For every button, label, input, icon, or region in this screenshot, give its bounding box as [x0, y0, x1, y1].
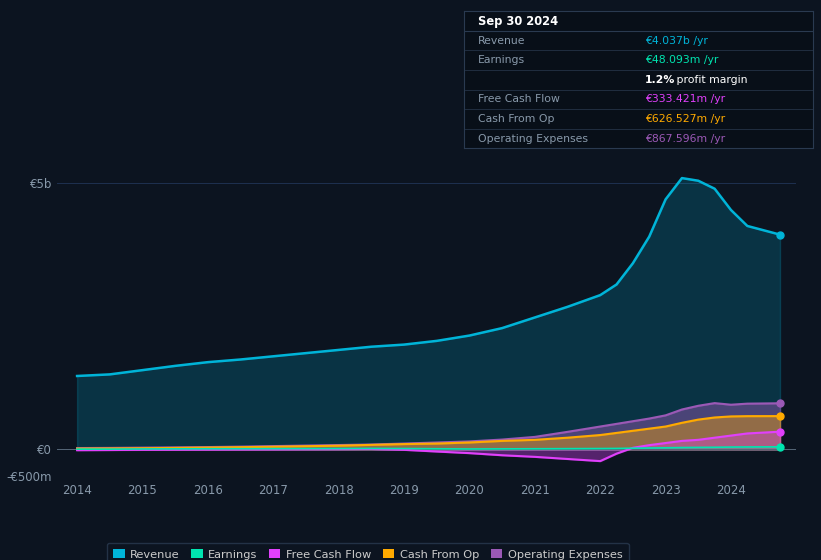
Text: Sep 30 2024: Sep 30 2024: [478, 15, 558, 27]
Text: €626.527m /yr: €626.527m /yr: [645, 114, 726, 124]
Text: Operating Expenses: Operating Expenses: [478, 134, 588, 143]
Text: €4.037b /yr: €4.037b /yr: [645, 36, 709, 45]
Text: €48.093m /yr: €48.093m /yr: [645, 55, 718, 65]
Text: €867.596m /yr: €867.596m /yr: [645, 134, 726, 143]
Text: profit margin: profit margin: [673, 75, 748, 85]
Text: 1.2%: 1.2%: [645, 75, 676, 85]
Text: Earnings: Earnings: [478, 55, 525, 65]
Text: Free Cash Flow: Free Cash Flow: [478, 95, 560, 104]
Text: Cash From Op: Cash From Op: [478, 114, 554, 124]
Text: Revenue: Revenue: [478, 36, 525, 45]
Text: €333.421m /yr: €333.421m /yr: [645, 95, 726, 104]
Legend: Revenue, Earnings, Free Cash Flow, Cash From Op, Operating Expenses: Revenue, Earnings, Free Cash Flow, Cash …: [107, 543, 629, 560]
